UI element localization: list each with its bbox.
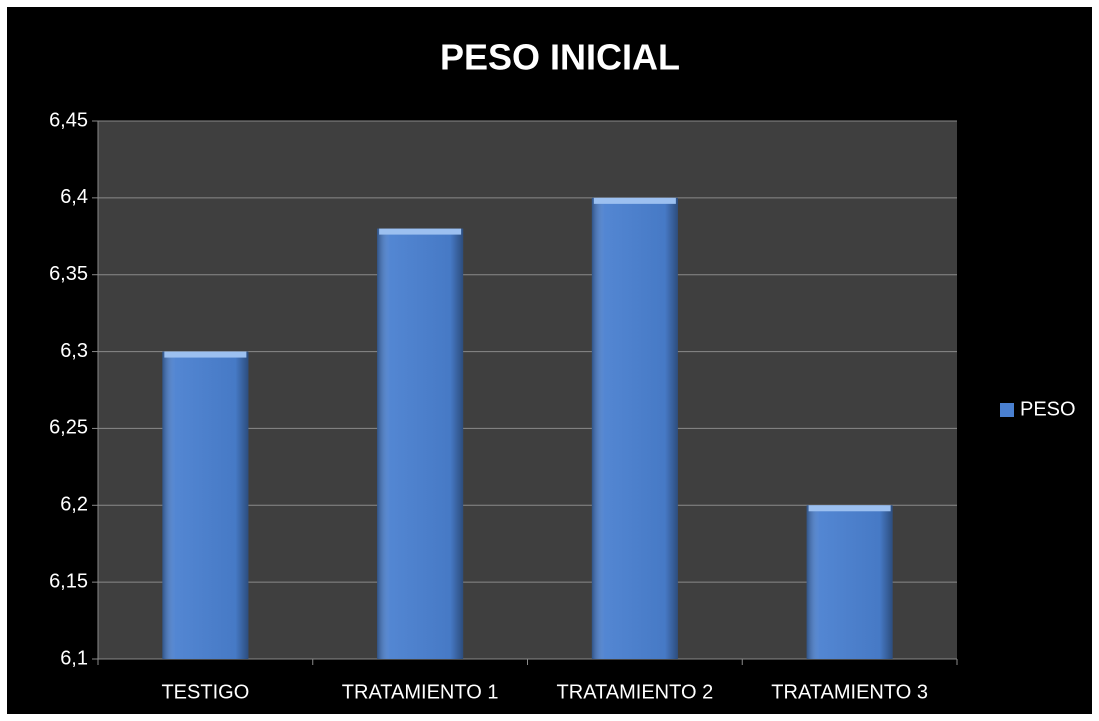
bar-shade [591, 197, 678, 659]
y-tick-label: 6,4 [60, 186, 88, 208]
y-tick-label: 6,3 [60, 340, 88, 362]
y-tick-label: 6,1 [60, 647, 88, 669]
bar-cap [379, 228, 462, 235]
bar-shade [806, 505, 893, 659]
legend-label: PESO [1020, 398, 1076, 420]
chart-title: PESO INICIAL [440, 37, 680, 78]
y-tick-label: 6,2 [60, 494, 88, 516]
legend-swatch [1000, 403, 1014, 417]
y-tick-label: 6,15 [49, 570, 88, 592]
x-tick-label: TRATAMIENTO 3 [771, 681, 928, 703]
bar-shade [377, 228, 464, 659]
plot: 6,1 6,15 6,2 6,25 6,3 6,35 6,4 6,45 TESTIGO TRATA… [49, 109, 1076, 703]
bar-cap [808, 505, 891, 512]
y-tick-label: 6,25 [49, 417, 88, 439]
bar-shade [162, 351, 249, 659]
y-tick-label: 6,35 [49, 263, 88, 285]
x-tick-label: TRATAMIENTO 2 [557, 681, 714, 703]
bar-cap [593, 197, 676, 204]
y-tick-label: 6,45 [49, 109, 88, 131]
x-tick-label: TRATAMIENTO 1 [342, 681, 499, 703]
bar-cap [164, 351, 247, 358]
x-tick-label: TESTIGO [161, 681, 249, 703]
